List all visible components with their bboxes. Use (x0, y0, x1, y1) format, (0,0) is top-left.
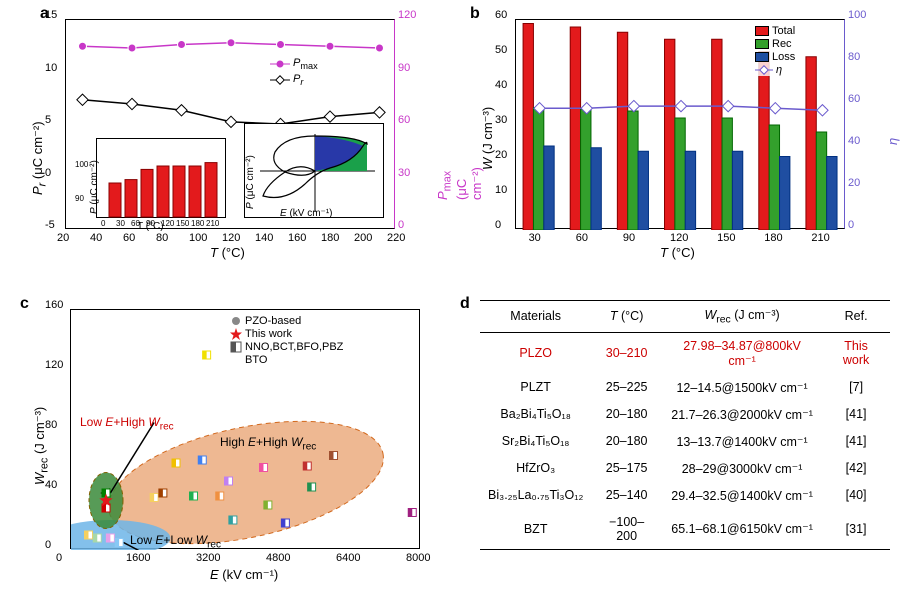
region-highE-highW: High E+High Wrec (220, 435, 316, 452)
table-cell: [31] (822, 509, 890, 550)
table-row: Bi₃.₂₅La₀.₇₅Ti₃O₁₂25–14029.4–32.5@1400kV… (480, 482, 890, 509)
inset-loop-ylabel: P (μC cm⁻²) (245, 155, 256, 209)
region-lowE-highW: Low E+High Wrec (80, 415, 174, 432)
inset-loop-xlabel: E (kV cm⁻¹) (280, 208, 333, 219)
legend-a: Pmax Pr (270, 57, 318, 87)
table-cell: 25–225 (591, 374, 662, 401)
table-header: Materials (480, 301, 591, 333)
legend-rec: Rec (772, 38, 792, 50)
legend-eta: η (776, 64, 782, 76)
chart-b-svg (516, 20, 846, 230)
table-cell: Ba₂Bi₄Ti₅O₁₈ (480, 401, 591, 428)
legend-pr: Pr (293, 73, 303, 87)
inset-loop: E (kV cm⁻¹) P (μC cm⁻²) (244, 123, 384, 218)
table-cell: 30–210 (591, 332, 662, 374)
table-cell: 21.7–26.3@2000kV cm⁻¹ (662, 401, 822, 428)
leg-thiswork: This work (245, 328, 292, 340)
table-cell: PLZT (480, 374, 591, 401)
table-cell: 29.4–32.5@1400kV cm⁻¹ (662, 482, 822, 509)
table-header: T (°C) (591, 301, 662, 333)
panel-label-b: b (470, 5, 480, 23)
table-cell: This work (822, 332, 890, 374)
table-cell: 20–180 (591, 428, 662, 455)
chart-b-y1-label: W (J cm⁻³) (480, 107, 496, 170)
table-row: HfZrO₃25–17528–29@3000kV cm⁻¹[42] (480, 455, 890, 482)
table-cell: 13–13.7@1400kV cm⁻¹ (662, 428, 822, 455)
region-lowE-lowW: Low E+Low Wrec (130, 533, 221, 550)
table-cell: 12–14.5@1500kV cm⁻¹ (662, 374, 822, 401)
legend-c: PZO-based This work NNO,BCT,BFO,PBZ BTO (230, 315, 343, 366)
legend-pmax: Pmax (293, 57, 318, 71)
leg-bto: BTO (245, 354, 267, 366)
table-cell: HfZrO₃ (480, 455, 591, 482)
table-row: PLZT25–22512–14.5@1500kV cm⁻¹[7] (480, 374, 890, 401)
panel-label-c: c (20, 295, 29, 313)
panel-label-d: d (460, 295, 470, 313)
panel-d: d MaterialsT (°C)Wrec (J cm⁻³)Ref. PLZO3… (460, 295, 890, 595)
table-cell: PLZO (480, 332, 591, 374)
table-row: Sr₂Bi₄Ti₅O₁₈20–18013–13.7@1400kV cm⁻¹[41… (480, 428, 890, 455)
panel-b: b Total Rec Loss η W (J cm⁻³) η (%) T (°… (460, 5, 890, 275)
table-row: BZT−100–20065.1–68.1@6150kV cm⁻¹[31] (480, 509, 890, 550)
table-header: Wrec (J cm⁻³) (662, 301, 822, 333)
inset-bar: T (°C) P (μC cm⁻²) 901000306090120150180… (96, 138, 226, 218)
chart-b-y2-label: η (%) (885, 125, 900, 145)
chart-b-xlabel: T (°C) (660, 245, 695, 260)
chart-a-y1-label: Pr (μC cm⁻²) (30, 121, 49, 195)
table-cell: [42] (822, 455, 890, 482)
panel-a: a T (°C) P (μC cm⁻²) 9010003060901201501… (10, 5, 440, 275)
table-cell: Bi₃.₂₅La₀.₇₅Ti₃O₁₂ (480, 482, 591, 509)
panel-c: c Wrec (J cm⁻³) E (kV cm⁻¹) PZO-based Th… (10, 295, 440, 595)
table-cell: 25–140 (591, 482, 662, 509)
table-cell: [41] (822, 401, 890, 428)
leg-pzo: PZO-based (245, 315, 301, 327)
legend-total: Total (772, 25, 795, 37)
table-d-wrap: MaterialsT (°C)Wrec (J cm⁻³)Ref. PLZO30–… (480, 300, 890, 550)
table-row: Ba₂Bi₄Ti₅O₁₈20–18021.7–26.3@2000kV cm⁻¹[… (480, 401, 890, 428)
leg-other: NNO,BCT,BFO,PBZ (245, 341, 343, 353)
table-row: PLZO30–21027.98–34.87@800kV cm⁻¹This wor… (480, 332, 890, 374)
table-cell: −100–200 (591, 509, 662, 550)
table-header: Ref. (822, 301, 890, 333)
chart-c-xlabel: E (kV cm⁻¹) (210, 567, 278, 583)
table-cell: Sr₂Bi₄Ti₅O₁₈ (480, 428, 591, 455)
table-cell: [7] (822, 374, 890, 401)
legend-loss: Loss (772, 51, 795, 63)
table-cell: 27.98–34.87@800kV cm⁻¹ (662, 332, 822, 374)
table-cell: 20–180 (591, 401, 662, 428)
chart-a-plot: T (°C) P (μC cm⁻²) 901000306090120150180… (65, 19, 395, 229)
chart-b-plot (515, 19, 845, 229)
table-d: MaterialsT (°C)Wrec (J cm⁻³)Ref. PLZO30–… (480, 300, 890, 550)
table-cell: BZT (480, 509, 591, 550)
table-cell: 28–29@3000kV cm⁻¹ (662, 455, 822, 482)
table-cell: [41] (822, 428, 890, 455)
chart-a-xlabel: T (°C) (210, 245, 245, 260)
inset-bar-ylabel: P (μC cm⁻²) (89, 160, 100, 214)
legend-b: Total Rec Loss η (755, 25, 795, 76)
table-cell: [40] (822, 482, 890, 509)
table-cell: 65.1–68.1@6150kV cm⁻¹ (662, 509, 822, 550)
table-cell: 25–175 (591, 455, 662, 482)
